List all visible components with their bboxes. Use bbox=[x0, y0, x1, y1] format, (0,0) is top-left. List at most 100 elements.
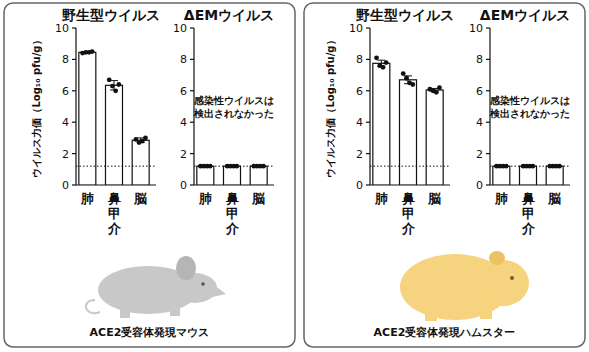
bar bbox=[546, 166, 563, 185]
x-tick-label-char: 介 bbox=[225, 221, 240, 236]
y-tick bbox=[366, 184, 370, 185]
y-tick bbox=[486, 59, 490, 60]
x-tick-label-char: 脳 bbox=[251, 191, 265, 206]
data-point bbox=[110, 84, 115, 89]
y-tick bbox=[72, 153, 76, 154]
data-point bbox=[113, 88, 118, 93]
y-tick-label: 4 bbox=[476, 116, 483, 129]
bar bbox=[224, 166, 241, 185]
x-tick-label-char: 鼻 bbox=[225, 191, 239, 206]
annotation: 検出されなかった bbox=[193, 108, 274, 120]
y-tick-label: 0 bbox=[62, 179, 69, 192]
y-tick bbox=[72, 122, 76, 123]
bar bbox=[400, 80, 417, 185]
detection-limit bbox=[76, 166, 156, 167]
mouse-snout bbox=[208, 282, 226, 298]
chart: 野生型ウイルスウイルス力価（Log₁₀ pfu/g）0246810肺鼻甲介脳 bbox=[325, 7, 454, 236]
x-tick-label-char: 脳 bbox=[133, 191, 147, 206]
annotation: 感染性ウイルスは bbox=[193, 95, 274, 106]
data-point bbox=[381, 65, 386, 70]
y-tick bbox=[366, 90, 370, 91]
x-tick-label-char: 肺 bbox=[374, 191, 388, 206]
x-tick-label-char: 甲 bbox=[226, 206, 239, 221]
x-tick-label-char: 鼻 bbox=[521, 191, 535, 206]
bar bbox=[520, 166, 537, 185]
y-tick bbox=[366, 27, 370, 28]
y-tick bbox=[72, 59, 76, 60]
y-tick bbox=[486, 90, 490, 91]
data-point bbox=[374, 55, 379, 60]
y-tick bbox=[72, 184, 76, 185]
x-tick-label: 肺 bbox=[374, 191, 388, 206]
y-tick-label: 8 bbox=[62, 53, 69, 66]
x-tick-label-char: 甲 bbox=[402, 206, 415, 221]
hamster-foot bbox=[425, 312, 437, 321]
x-tick-label: 肺 bbox=[80, 191, 94, 206]
detection-limit bbox=[490, 166, 570, 167]
chart-title: 野生型ウイルス bbox=[62, 7, 160, 23]
mouse-icon bbox=[86, 256, 226, 318]
y-tick-label: 10 bbox=[55, 22, 69, 35]
hamster-ear bbox=[489, 251, 505, 265]
y-tick-label: 0 bbox=[180, 179, 187, 192]
y-tick-label: 2 bbox=[356, 148, 363, 161]
y-tick bbox=[72, 90, 76, 91]
mouse-eye bbox=[201, 282, 205, 286]
y-tick-label: 8 bbox=[180, 53, 187, 66]
bar bbox=[493, 166, 510, 185]
chart: ΔEMウイルス0246810肺鼻甲介脳感染性ウイルスは検出されなかった bbox=[173, 7, 274, 236]
x-tick-label-char: 甲 bbox=[108, 206, 121, 221]
y-tick bbox=[486, 153, 490, 154]
y-tick-label: 0 bbox=[476, 179, 483, 192]
x-tick-label-char: 介 bbox=[521, 221, 536, 236]
y-tick-label: 2 bbox=[62, 148, 69, 161]
panel-label: ACE2受容体発現ハムスター bbox=[374, 326, 516, 339]
data-point bbox=[404, 76, 409, 81]
hamster-icon bbox=[400, 251, 529, 321]
y-tick-label: 6 bbox=[180, 85, 187, 98]
y-tick bbox=[190, 153, 194, 154]
y-tick bbox=[190, 122, 194, 123]
y-tick bbox=[190, 184, 194, 185]
plot-area bbox=[76, 49, 156, 185]
x-tick-label-char: 脳 bbox=[427, 191, 441, 206]
data-point bbox=[434, 90, 439, 95]
bar bbox=[79, 52, 96, 185]
x-tick-label: 鼻甲介 bbox=[521, 191, 536, 236]
hamster-head bbox=[477, 260, 529, 306]
x-tick-label-char: 甲 bbox=[522, 206, 535, 221]
x-tick-label-char: 介 bbox=[401, 221, 416, 236]
y-tick-label: 8 bbox=[476, 53, 483, 66]
chart-title: 野生型ウイルス bbox=[356, 7, 454, 23]
mouse-foot bbox=[120, 308, 130, 318]
x-tick-label-char: 鼻 bbox=[107, 191, 121, 206]
annotation: 検出されなかった bbox=[489, 108, 570, 120]
y-tick bbox=[190, 59, 194, 60]
mouse-tail bbox=[86, 300, 100, 313]
y-axis-label: ウイルス力価（Log₁₀ pfu/g） bbox=[325, 35, 336, 177]
data-point bbox=[107, 77, 112, 82]
y-tick bbox=[190, 27, 194, 28]
bar bbox=[250, 166, 267, 185]
data-point bbox=[410, 82, 415, 87]
data-point bbox=[143, 136, 148, 141]
plot-area bbox=[490, 164, 570, 185]
detection-limit bbox=[194, 166, 274, 167]
bar bbox=[106, 85, 123, 185]
y-axis-label: ウイルス力価（Log₁₀ pfu/g） bbox=[31, 35, 42, 177]
chart-title: ΔEMウイルス bbox=[480, 7, 570, 23]
y-tick-label: 8 bbox=[356, 53, 363, 66]
figure: ACE2受容体発現マウスACE2受容体発現ハムスター野生型ウイルスウイルス力価（… bbox=[0, 0, 589, 352]
x-tick-label-char: 肺 bbox=[494, 191, 508, 206]
chart: ΔEMウイルス0246810肺鼻甲介脳感染性ウイルスは検出されなかった bbox=[469, 7, 570, 236]
x-tick-label-char: 介 bbox=[107, 221, 122, 236]
y-tick-label: 4 bbox=[356, 116, 363, 129]
y-tick-label: 6 bbox=[62, 85, 69, 98]
x-tick-label-char: 肺 bbox=[80, 191, 94, 206]
y-axis-line bbox=[369, 28, 370, 185]
data-point bbox=[384, 60, 389, 65]
y-tick bbox=[72, 27, 76, 28]
y-tick-label: 0 bbox=[356, 179, 363, 192]
x-tick-label: 鼻甲介 bbox=[107, 191, 122, 236]
x-tick-label: 脳 bbox=[133, 191, 147, 206]
